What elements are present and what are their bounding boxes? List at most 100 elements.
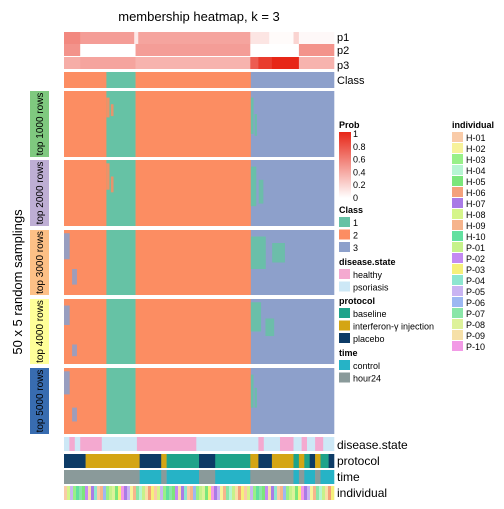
block-2-mix-1 — [250, 166, 257, 207]
legend-individual-label-18: P-09 — [466, 331, 485, 341]
legend-individual-label-15: P-06 — [466, 298, 485, 308]
block-5-mix2-0 — [72, 407, 77, 422]
prob-colorbar — [339, 132, 351, 198]
disease-state-cell-5 — [136, 437, 197, 451]
individual-cell-57 — [235, 486, 239, 500]
protocol-cell-2 — [139, 454, 162, 468]
p1-cell-6 — [293, 32, 300, 44]
disease-state-cell-0 — [64, 437, 70, 451]
legend-disease-state-swatch-0 — [339, 269, 350, 279]
individual-cell-85 — [319, 486, 323, 500]
time-cell-11 — [320, 470, 335, 484]
legend-individual-swatch-18 — [452, 330, 463, 340]
p3-cell-6 — [298, 57, 335, 69]
block-2-mix-0 — [106, 163, 110, 190]
individual-cell-48 — [208, 486, 212, 500]
individual-cell-10 — [94, 486, 98, 500]
row-group-label-1: top 1000 rows — [35, 93, 46, 156]
legend-individual-swatch-4 — [452, 176, 463, 186]
p3-cell-4 — [258, 57, 273, 69]
legend-protocol-swatch-2 — [339, 333, 350, 343]
individual-cell-33 — [163, 486, 167, 500]
disease-state-cell-10 — [293, 437, 302, 451]
individual-cell-59 — [241, 486, 245, 500]
class-cell-0 — [64, 72, 107, 88]
legend-individual-swatch-0 — [452, 132, 463, 142]
individual-cell-74 — [286, 486, 290, 500]
prob-tick-2: 0.6 — [353, 155, 366, 165]
individual-cell-23 — [133, 486, 137, 500]
legend-protocol-swatch-0 — [339, 308, 350, 318]
class-cell-2 — [135, 72, 252, 88]
time-cell-3 — [166, 470, 200, 484]
p1-cell-3 — [138, 32, 251, 44]
protocol-cell-3 — [161, 454, 167, 468]
legend-individual-label-12: P-03 — [466, 265, 485, 275]
individual-cell-54 — [226, 486, 230, 500]
disease-state-cell-4 — [101, 437, 138, 451]
individual-cell-8 — [88, 486, 92, 500]
individual-cell-50 — [214, 486, 218, 500]
time-cell-6 — [250, 470, 294, 484]
p3-cell-1 — [80, 57, 136, 69]
legend-time-label-0: control — [353, 361, 380, 371]
legend-individual-swatch-3 — [452, 165, 463, 175]
individual-cell-20 — [124, 486, 128, 500]
p1-cell-1 — [80, 32, 135, 44]
individual-cell-56 — [232, 486, 236, 500]
prob-tick-3: 0.4 — [353, 167, 366, 177]
legend-disease-state-title: disease.state — [339, 257, 396, 267]
legend-individual-swatch-1 — [452, 143, 463, 153]
individual-cell-40 — [184, 486, 188, 500]
p3-cell-3 — [250, 57, 259, 69]
row-group-labels: top 1000 rows top 2000 rows top 3000 rows t… — [30, 91, 49, 434]
individual-cell-13 — [103, 486, 107, 500]
individual-cell-38 — [178, 486, 182, 500]
block-4-mix2-0 — [72, 344, 77, 357]
block-2-mix2-0 — [110, 176, 114, 193]
individual-cell-84 — [316, 486, 320, 500]
individual-cell-45 — [199, 486, 203, 500]
p1-cell-5 — [269, 32, 294, 44]
time-cell-4 — [199, 470, 216, 484]
individual-cell-35 — [169, 486, 173, 500]
row-group-swatch-2 — [30, 160, 49, 226]
individual-cell-53 — [223, 486, 227, 500]
top-row-label-Class: Class — [337, 75, 365, 87]
p3-cell-5 — [271, 57, 300, 69]
disease-state-cell-12 — [307, 437, 316, 451]
legend-individual-swatch-17 — [452, 319, 463, 329]
individual-cell-55 — [229, 486, 233, 500]
block-5-mix-1 — [250, 374, 254, 408]
block-1-mix-1 — [250, 97, 254, 134]
block-4-cell-3 — [250, 299, 335, 364]
individual-cell-21 — [127, 486, 131, 500]
protocol-cell-0 — [64, 454, 86, 468]
individual-cell-77 — [295, 486, 299, 500]
time-cell-1 — [139, 470, 162, 484]
block-1-cell-0 — [64, 91, 107, 157]
protocol-cell-8 — [258, 454, 273, 468]
legend-individual-swatch-2 — [452, 154, 463, 164]
top-row-label-p2: p2 — [337, 45, 349, 57]
individual-cell-81 — [307, 486, 311, 500]
disease-state-cell-1 — [69, 437, 76, 451]
block-4-mix-1 — [250, 302, 262, 332]
protocol-cell-10 — [293, 454, 300, 468]
block-4-cell-2 — [135, 299, 252, 364]
individual-cell-78 — [298, 486, 302, 500]
legend-individual-swatch-7 — [452, 209, 463, 219]
legend-class-label-2: 3 — [353, 243, 358, 253]
block-1-mix-0 — [106, 97, 110, 118]
legend-individual-label-7: H-08 — [466, 210, 486, 220]
individual-cell-43 — [193, 486, 197, 500]
block-2-cell-1 — [106, 160, 136, 226]
individual-cell-83 — [313, 486, 317, 500]
block-3-mix2-0 — [72, 269, 77, 285]
individual-cell-25 — [139, 486, 143, 500]
time-cell-10 — [315, 470, 321, 484]
protocol-cell-13 — [309, 454, 316, 468]
individual-cell-62 — [250, 486, 254, 500]
p3-cell-0 — [64, 57, 81, 69]
protocol-cell-14 — [315, 454, 321, 468]
